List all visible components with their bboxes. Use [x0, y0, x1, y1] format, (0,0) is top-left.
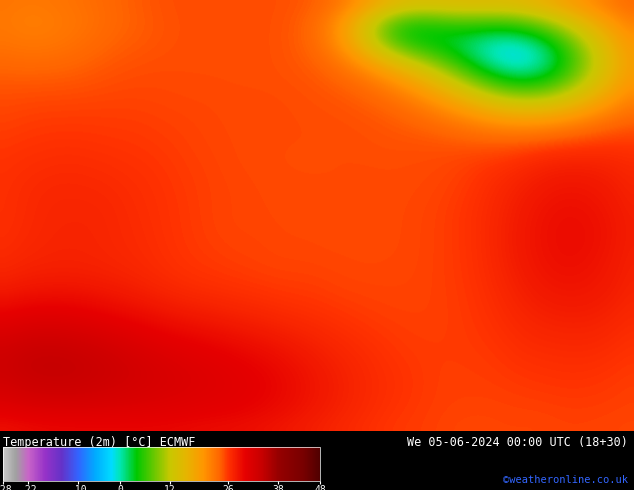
Text: ©weatheronline.co.uk: ©weatheronline.co.uk: [503, 475, 628, 485]
Text: We 05-06-2024 00:00 UTC (18+30): We 05-06-2024 00:00 UTC (18+30): [407, 436, 628, 449]
Text: Temperature (2m) [°C] ECMWF: Temperature (2m) [°C] ECMWF: [3, 436, 195, 449]
